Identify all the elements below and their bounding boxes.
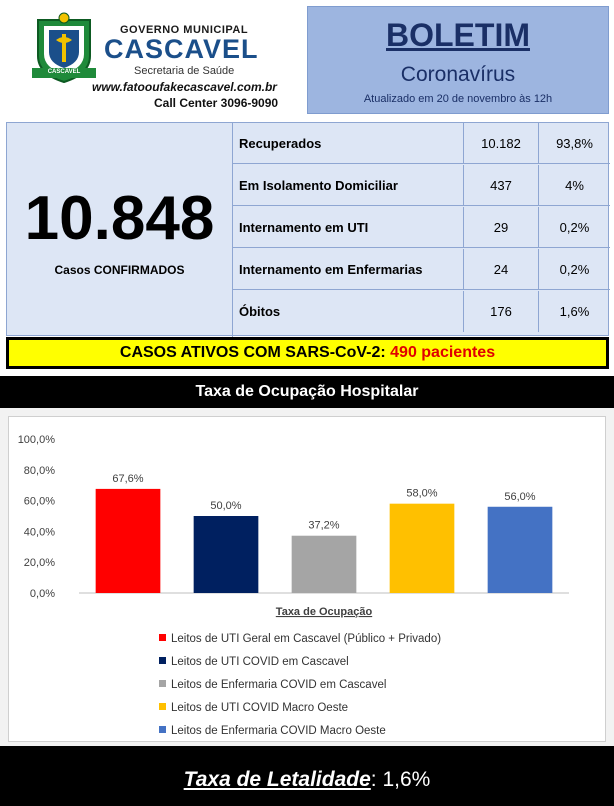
- legend-item: Leitos de UTI COVID Macro Oeste: [159, 702, 348, 714]
- boletim-subtitle: Coronavírus: [400, 63, 516, 86]
- row-label: Internamento em Enfermarias: [239, 262, 423, 277]
- legend-swatch: [159, 657, 166, 664]
- confirmed-label: Casos CONFIRMADOS: [54, 263, 185, 277]
- site-link[interactable]: www.fatooufakecascavel.com.br: [92, 80, 277, 94]
- y-tick-label: 60,0%: [24, 496, 55, 508]
- bar-data-label: 56,0%: [504, 491, 535, 503]
- row-label: Óbitos: [239, 304, 281, 319]
- legend-item: Leitos de Enfermaria COVID em Cascavel: [159, 679, 386, 691]
- crest-banner: CASCAVEL: [47, 69, 81, 75]
- confirmed-number: 10.848: [24, 184, 215, 253]
- chart-svg: 0,0% 20,0% 40,0% 60,0% 80,0% 100,0% 67,6% 50,0%…: [18, 434, 569, 618]
- row-percent: 4%: [565, 178, 584, 193]
- bar: [487, 506, 553, 593]
- footer: Taxa de Letalidade: 1,6%: [0, 746, 614, 806]
- gov-label: GOVERNO MUNICIPAL: [120, 24, 249, 36]
- header: CASCAVEL GOVERNO MUNICIPAL CASCAVEL Secr…: [0, 0, 614, 120]
- city-label: CASCAVEL: [104, 34, 259, 64]
- y-tick-label: 40,0%: [24, 526, 55, 538]
- chart-section-title: Taxa de Ocupação Hospitalar: [0, 376, 614, 408]
- legend-swatch: [159, 634, 166, 641]
- lethality-value: : 1,6%: [370, 768, 431, 791]
- bar: [389, 503, 455, 593]
- call-center-label: Call Center 3096-9090: [154, 96, 279, 110]
- active-cases-value: 490 pacientes: [390, 344, 496, 361]
- active-cases-label: CASOS ATIVOS COM SARS-CoV-2:: [119, 344, 386, 361]
- bar: [291, 535, 357, 593]
- bar-data-label: 58,0%: [406, 488, 437, 500]
- bar-data-label: 67,6%: [112, 473, 143, 485]
- bar-data-label: 50,0%: [210, 500, 241, 512]
- lethality-rate: Taxa de Letalidade: 1,6%: [0, 768, 614, 792]
- city-crest-icon: [32, 12, 96, 84]
- y-tick-label: 0,0%: [30, 588, 55, 600]
- legend-swatch: [159, 703, 166, 710]
- row-percent: 93,8%: [556, 136, 593, 151]
- legend-item: Leitos de Enfermaria COVID Macro Oeste: [159, 725, 386, 737]
- active-cases-banner: CASOS ATIVOS COM SARS-CoV-2: 490 pacient…: [6, 337, 609, 369]
- boletim-title: BOLETIM: [386, 17, 530, 53]
- chart-panel: 0,0% 20,0% 40,0% 60,0% 80,0% 100,0% 67,6% 50,0%…: [0, 408, 614, 746]
- legend-item: Leitos de UTI COVID em Cascavel: [159, 656, 349, 668]
- legend-label: Leitos de UTI COVID em Cascavel: [171, 656, 349, 668]
- bar: [193, 516, 259, 593]
- bar-data-label: 37,2%: [308, 520, 339, 532]
- y-tick-label: 20,0%: [24, 557, 55, 569]
- x-axis-title: Taxa de Ocupação: [276, 606, 373, 618]
- table-row: Internamento em UTI 29 0,2%: [233, 207, 610, 248]
- row-percent: 1,6%: [559, 304, 590, 319]
- row-percent: 0,2%: [559, 220, 590, 235]
- table-row: Óbitos 176 1,6%: [233, 291, 610, 332]
- table-row: Recuperados 10.182 93,8%: [233, 123, 610, 164]
- lethality-label: Taxa de Letalidade: [183, 768, 371, 791]
- legend-label: Leitos de UTI COVID Macro Oeste: [171, 702, 349, 714]
- dept-label: Secretaria de Saúde: [134, 65, 235, 77]
- row-value: 437: [463, 165, 539, 206]
- row-label: Recuperados: [239, 136, 322, 151]
- legend-label: Leitos de UTI Geral em Cascavel (Público…: [171, 633, 442, 645]
- y-tick-label: 100,0%: [18, 434, 56, 446]
- table-row: Em Isolamento Domiciliar 437 4%: [233, 165, 610, 206]
- table-row: Internamento em Enfermarias 24 0,2%: [233, 249, 610, 290]
- occupancy-chart: 0,0% 20,0% 40,0% 60,0% 80,0% 100,0% 67,6% 50,0%…: [8, 416, 606, 742]
- legend-swatch: [159, 726, 166, 733]
- row-value: 24: [463, 249, 539, 290]
- row-value: 29: [463, 207, 539, 248]
- row-value: 10.182: [463, 123, 539, 164]
- legend-swatch: [159, 680, 166, 687]
- row-label: Em Isolamento Domiciliar: [239, 178, 398, 193]
- y-tick-label: 80,0%: [24, 465, 55, 477]
- boletim-box: BOLETIM Coronavírus Atualizado em 20 de …: [307, 6, 609, 114]
- row-label: Internamento em UTI: [239, 220, 369, 235]
- confirmed-cell: 10.848 Casos CONFIRMADOS: [7, 123, 233, 337]
- bar: [95, 488, 161, 593]
- update-timestamp: Atualizado em 20 de novembro às 12h: [363, 93, 553, 105]
- row-percent: 0,2%: [559, 262, 590, 277]
- row-value: 176: [463, 291, 539, 332]
- legend-label: Leitos de Enfermaria COVID em Cascavel: [171, 679, 387, 691]
- legend-label: Leitos de Enfermaria COVID Macro Oeste: [171, 725, 386, 737]
- legend-item: Leitos de UTI Geral em Cascavel (Público…: [159, 633, 441, 645]
- municipal-logo: CASCAVEL GOVERNO MUNICIPAL CASCAVEL Secr…: [30, 10, 305, 115]
- stats-table: 10.848 Casos CONFIRMADOS Recuperados 10.…: [6, 122, 610, 337]
